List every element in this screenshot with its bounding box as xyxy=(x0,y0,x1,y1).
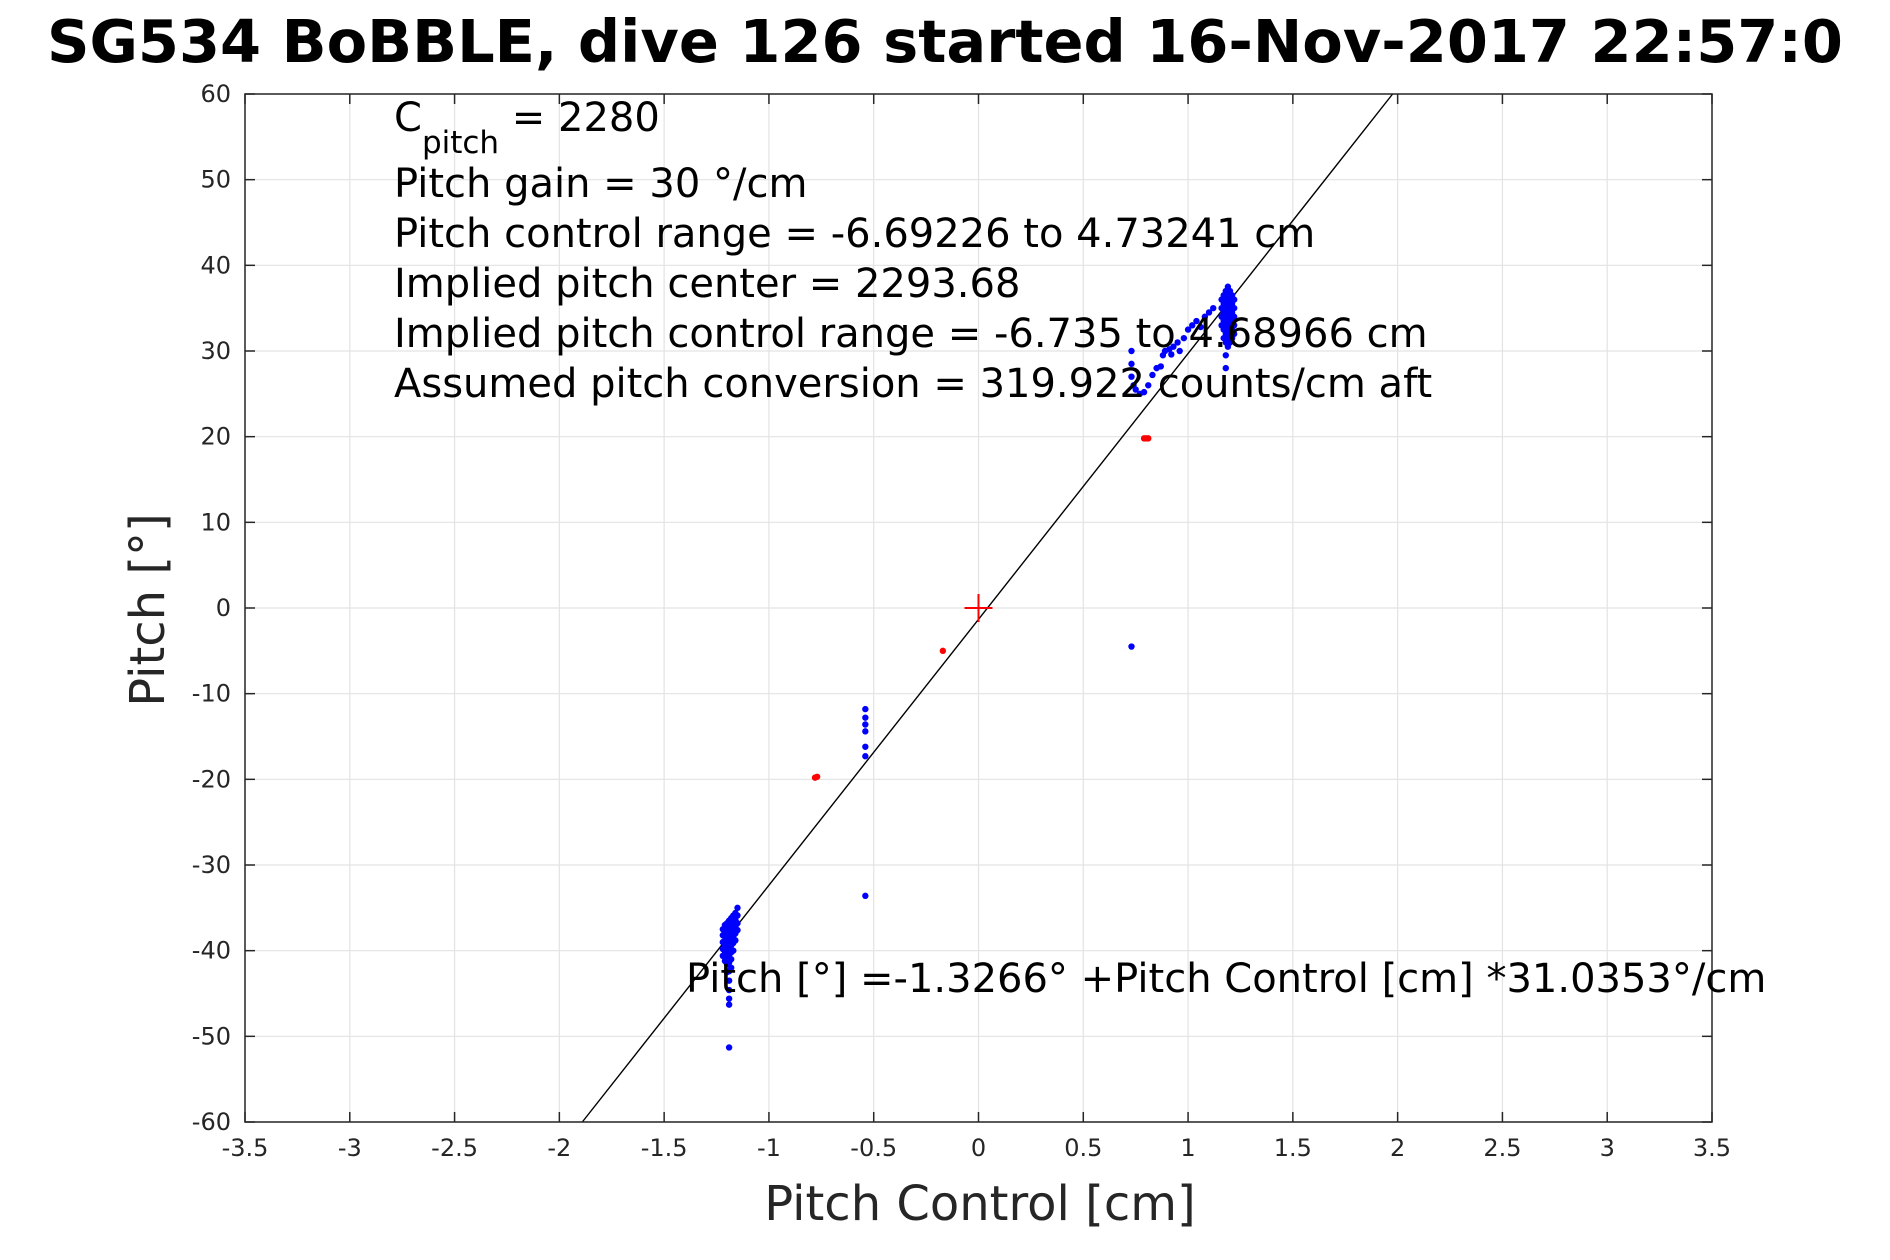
x-tick-label: 0 xyxy=(971,1134,986,1162)
data-point-blue xyxy=(1230,322,1238,329)
data-point-blue xyxy=(1184,326,1192,333)
cpitch-value: = 2280 xyxy=(499,95,660,141)
data-point-blue xyxy=(1128,360,1135,368)
data-point-blue xyxy=(1230,304,1238,312)
x-tick-label: 1 xyxy=(1180,1134,1195,1162)
grid xyxy=(244,93,1713,1123)
data-point-blue xyxy=(862,892,869,900)
chart-title: SG534 BoBBLE, dive 126 started 16-Nov-20… xyxy=(47,7,1843,76)
data-point-blue xyxy=(1222,352,1229,359)
x-tick-label: -0.5 xyxy=(850,1134,897,1162)
data-point-blue xyxy=(1157,363,1165,370)
data-point-blue xyxy=(1128,373,1135,380)
y-tick-label: 50 xyxy=(200,166,231,194)
x-tick-label: 1.5 xyxy=(1274,1134,1312,1162)
data-point-blue xyxy=(1168,351,1175,358)
control-range-annotation: Pitch control range = -6.69226 to 4.7324… xyxy=(394,211,1315,257)
x-tick-label: -3.5 xyxy=(222,1134,269,1162)
x-tick-label: 2.5 xyxy=(1483,1134,1521,1162)
data-point-blue xyxy=(862,714,869,721)
annotation-block: Cpitch = 2280 Pitch gain = 30 °/cm Pitch… xyxy=(394,95,1766,1002)
y-tick-label: 30 xyxy=(200,337,231,365)
data-point-blue xyxy=(1205,309,1213,316)
cpitch-annotation: Cpitch = 2280 xyxy=(394,95,660,161)
data-point-blue xyxy=(862,721,869,728)
y-tick-label: -50 xyxy=(192,1022,231,1050)
x-tick-label: -2.5 xyxy=(431,1134,478,1162)
data-point-blue xyxy=(1174,339,1181,346)
data-point-blue xyxy=(1180,334,1188,342)
data-point-red xyxy=(1145,435,1152,442)
y-tick-label: 10 xyxy=(200,508,231,536)
data-point-blue xyxy=(862,743,869,750)
data-point-blue xyxy=(734,926,741,934)
data-point-red xyxy=(813,773,821,780)
data-point-blue xyxy=(1140,388,1148,396)
implied-center-annotation: Implied pitch center = 2293.68 xyxy=(394,261,1020,307)
x-tick-label: -1.5 xyxy=(641,1134,688,1162)
data-point-blue xyxy=(1210,304,1217,312)
data-point-blue xyxy=(734,920,741,927)
y-tick-label: 60 xyxy=(200,80,231,108)
y-tick-label: 40 xyxy=(200,251,231,279)
data-point-blue xyxy=(725,1001,733,1008)
center-marker xyxy=(964,594,993,622)
data-point-blue xyxy=(730,947,737,954)
x-tick-label: -3 xyxy=(338,1134,362,1162)
cpitch-base: C xyxy=(394,95,422,141)
x-tick-label: 2 xyxy=(1390,1134,1405,1162)
data-point-blue xyxy=(862,753,869,760)
tick-labels: -3.5 -3 -2.5 -2 -1.5 -1 -0.5 0 0.5 1 1.5 2 2.5 3 3.5 60… xyxy=(192,80,1731,1162)
x-tick-label: -2 xyxy=(547,1134,571,1162)
cpitch-subscript: pitch xyxy=(422,125,499,161)
data-point-blue xyxy=(1145,382,1152,389)
data-point-blue xyxy=(862,705,869,713)
x-tick-label: 3.5 xyxy=(1693,1134,1731,1162)
y-tick-label: -60 xyxy=(192,1108,231,1136)
data-point-blue xyxy=(734,904,741,912)
x-tick-label: 0.5 xyxy=(1064,1134,1102,1162)
data-point-red xyxy=(939,647,947,655)
x-tick-label: 3 xyxy=(1600,1134,1615,1162)
data-point-blue xyxy=(862,728,869,735)
y-tick-label: -40 xyxy=(192,937,231,965)
data-point-blue xyxy=(1193,317,1200,325)
data-point-blue xyxy=(728,964,735,971)
y-tick-label: -10 xyxy=(192,680,231,708)
y-axis-label: Pitch [°] xyxy=(120,513,176,707)
data-point-blue xyxy=(1230,296,1238,303)
data-point-blue xyxy=(1189,322,1196,329)
implied-range-annotation: Implied pitch control range = -6.735 to … xyxy=(394,311,1428,357)
data-point-blue xyxy=(732,937,739,944)
data-point-blue xyxy=(1176,347,1183,355)
data-point-blue xyxy=(1230,313,1238,320)
data-point-blue xyxy=(1128,643,1135,650)
y-tick-label: 0 xyxy=(216,594,231,622)
data-points xyxy=(719,283,1238,1051)
data-point-blue xyxy=(728,956,735,963)
y-tick-label: -20 xyxy=(192,765,231,793)
data-point-blue xyxy=(725,986,733,994)
data-point-blue xyxy=(1128,347,1135,355)
data-point-blue xyxy=(1201,313,1209,320)
data-point-blue xyxy=(1230,330,1238,338)
x-axis-label: Pitch Control [cm] xyxy=(764,1176,1195,1232)
data-point-blue xyxy=(1197,323,1204,331)
axes xyxy=(244,93,1713,1123)
data-point-blue xyxy=(734,912,741,919)
data-point-blue xyxy=(725,977,733,984)
data-point-blue xyxy=(1170,343,1177,350)
y-tick-label: 20 xyxy=(200,423,231,451)
data-point-blue xyxy=(725,1044,733,1051)
data-point-blue xyxy=(725,995,733,1002)
data-point-blue xyxy=(1149,371,1156,379)
x-tick-label: -1 xyxy=(757,1134,781,1162)
y-tick-label: -30 xyxy=(192,851,231,879)
data-point-blue xyxy=(1222,364,1229,372)
pitch-gain-annotation: Pitch gain = 30 °/cm xyxy=(394,161,807,207)
assumed-conversion-annotation: Assumed pitch conversion = 319.922 count… xyxy=(394,361,1432,407)
data-point-blue xyxy=(1132,386,1139,393)
fit-equation-annotation: Pitch [°] =-1.3266° +Pitch Control [cm] … xyxy=(686,956,1766,1002)
